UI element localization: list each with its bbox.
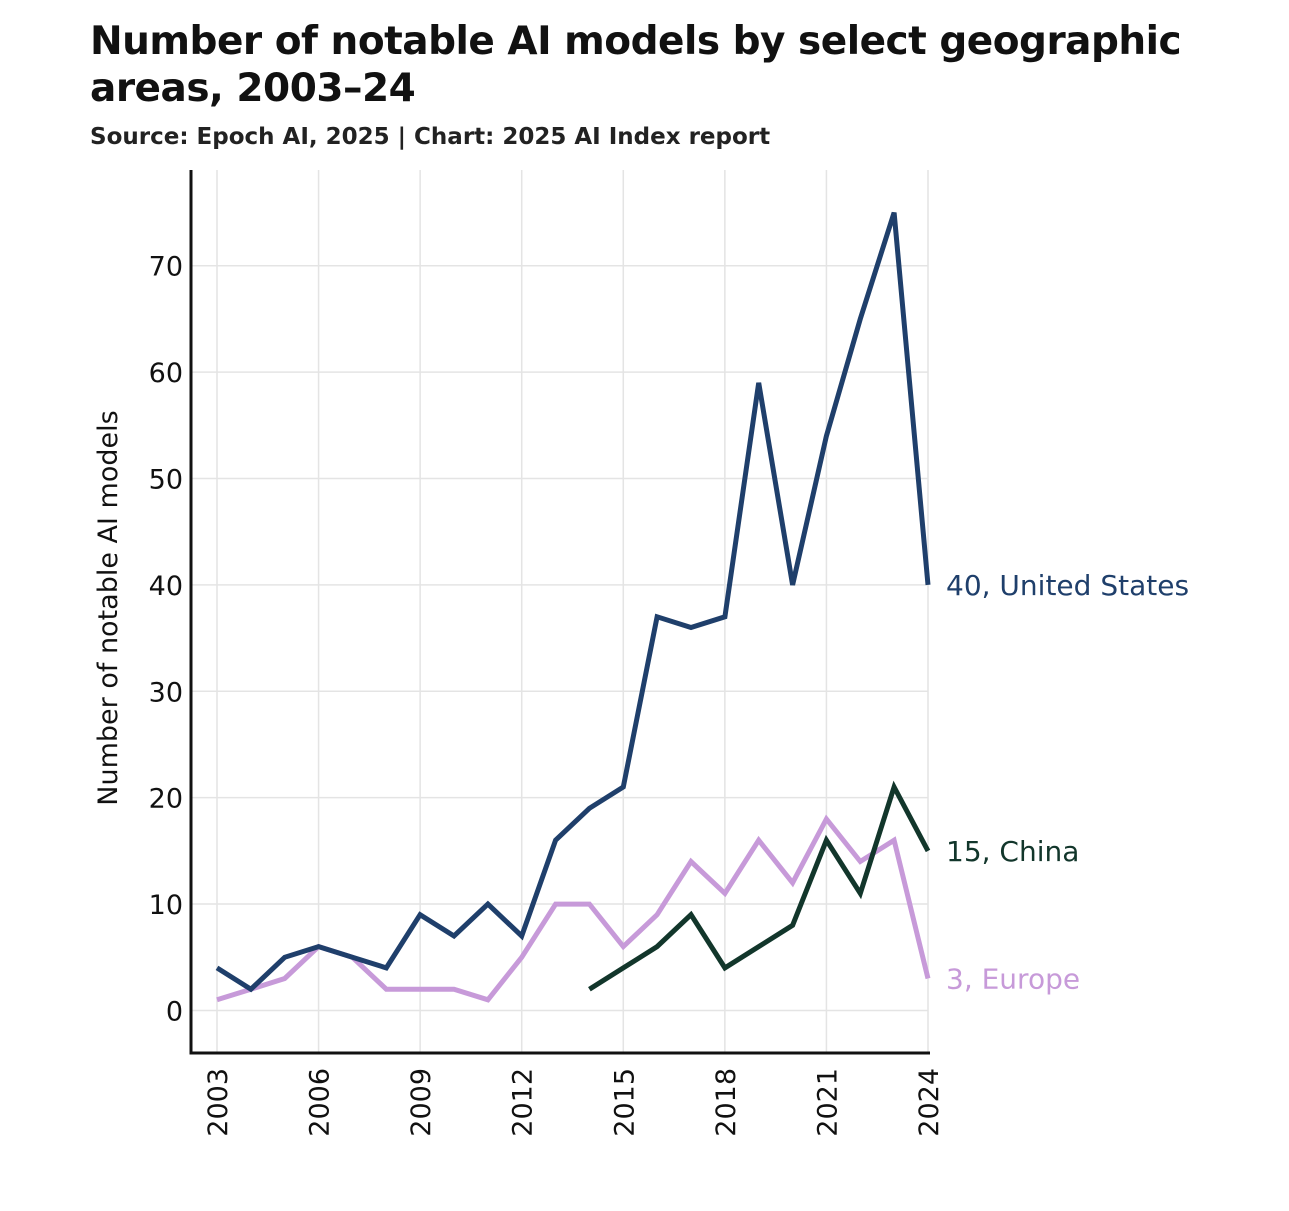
x-tick-label: 2018 — [711, 1068, 742, 1137]
y-tick-label: 30 — [149, 677, 183, 708]
series-end-label-europe: 3, Europe — [946, 963, 1080, 996]
x-tick-label: 2006 — [305, 1068, 336, 1137]
series-lines — [215, 211, 931, 1003]
series-labels: 40, United States 15, China 3, Europe — [946, 569, 1189, 996]
y-axis-title: Number of notable AI models — [93, 410, 124, 805]
y-tick-label: 0 — [166, 996, 183, 1027]
x-tick-label: 2003 — [203, 1068, 234, 1137]
grid — [191, 170, 929, 1053]
x-tick-label: 2009 — [406, 1068, 437, 1137]
chart-subtitle: Source: Epoch AI, 2025 | Chart: 2025 AI … — [90, 124, 771, 150]
series-line-europe — [216, 814, 931, 1003]
y-tick-label: 60 — [149, 358, 183, 389]
y-tick-label: 70 — [149, 252, 183, 283]
series-end-label-united-states: 40, United States — [946, 569, 1189, 602]
axes: 0 10 20 30 40 50 60 70 2003 2006 2009 2012 2015 2018 2… — [149, 170, 945, 1137]
y-tick-label: 40 — [149, 571, 183, 602]
y-tick-label: 50 — [149, 465, 183, 496]
x-tick-label: 2024 — [914, 1068, 945, 1137]
x-tick-label: 2012 — [508, 1068, 539, 1137]
series-line-united-states — [215, 211, 931, 993]
x-tick-label: 2015 — [609, 1068, 640, 1137]
series-end-label-china: 15, China — [946, 835, 1079, 868]
chart-title: Number of notable AI models by select ge… — [90, 19, 1182, 111]
y-tick-label: 10 — [149, 890, 183, 921]
y-tick-label: 20 — [149, 784, 183, 815]
series-line-china — [588, 780, 931, 992]
x-tick-label: 2021 — [812, 1068, 843, 1137]
